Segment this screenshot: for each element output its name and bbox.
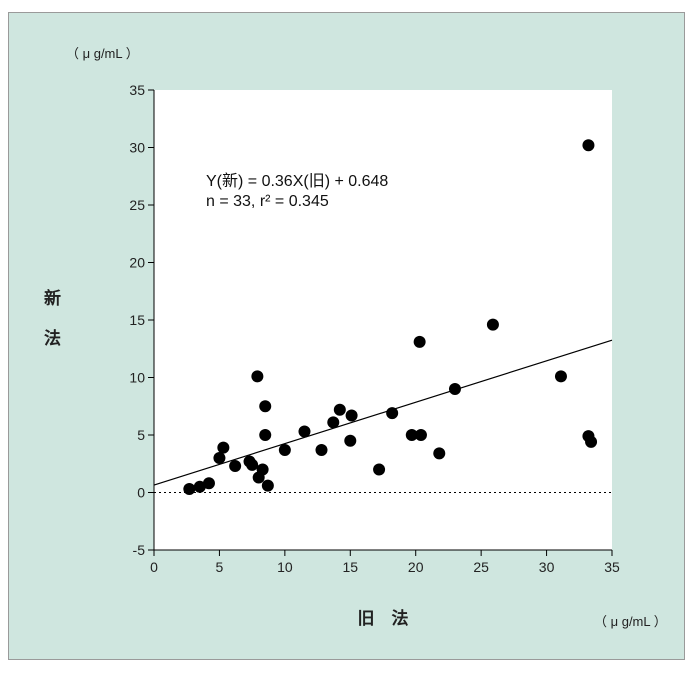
data-point xyxy=(278,443,291,456)
x-axis-title: 旧 法 xyxy=(358,608,409,629)
x-unit-label: （ μ g/mL ） xyxy=(594,614,667,629)
data-point xyxy=(327,416,340,429)
x-tick-label: 15 xyxy=(342,559,358,575)
data-point xyxy=(344,434,357,447)
y-tick-label: 20 xyxy=(129,255,145,271)
data-point xyxy=(298,425,311,438)
data-point xyxy=(315,443,328,456)
data-point xyxy=(229,460,242,473)
x-tick-label: 0 xyxy=(150,559,158,575)
data-point xyxy=(373,463,386,476)
y-axis-title-char-1: 新 xyxy=(44,288,61,309)
data-point xyxy=(246,458,259,471)
y-tick-label: 15 xyxy=(129,312,145,328)
y-axis-title-char-2: 法 xyxy=(44,328,61,349)
x-tick-label: 20 xyxy=(408,559,424,575)
data-point xyxy=(261,479,274,492)
data-point xyxy=(193,480,206,493)
y-tick-label: 30 xyxy=(129,140,145,156)
regression-line xyxy=(153,339,613,486)
y-tick-label: -5 xyxy=(133,542,146,558)
x-tick-label: 25 xyxy=(473,559,489,575)
y-tick-label: 35 xyxy=(129,82,145,98)
regression-equation: Y(新) = 0.36X(旧) + 0.648 xyxy=(206,172,388,190)
x-tick-label: 5 xyxy=(216,559,224,575)
data-point xyxy=(414,429,427,441)
data-point xyxy=(183,483,196,496)
data-point xyxy=(213,452,226,464)
data-point xyxy=(256,463,269,476)
data-point xyxy=(251,370,264,383)
x-tick-label: 35 xyxy=(604,559,620,575)
data-point xyxy=(448,383,461,395)
data-point xyxy=(333,403,346,416)
x-tick-label: 10 xyxy=(277,559,293,575)
y-tick-label: 5 xyxy=(137,427,145,443)
data-point xyxy=(582,139,595,152)
data-point xyxy=(259,429,272,441)
data-point xyxy=(202,477,215,490)
x-tick-label: 30 xyxy=(539,559,555,575)
data-point xyxy=(433,447,446,460)
data-point xyxy=(554,370,567,383)
data-point xyxy=(585,435,598,448)
data-point xyxy=(259,400,272,413)
y-tick-label: 0 xyxy=(137,485,145,501)
regression-line-path xyxy=(153,339,613,486)
regression-stats: n = 33, r² = 0.345 xyxy=(206,193,329,210)
y-tick-label: 25 xyxy=(129,197,145,213)
plot-area xyxy=(154,90,612,550)
data-point xyxy=(405,429,418,441)
data-points xyxy=(183,139,598,496)
y-tick-label: 10 xyxy=(129,370,145,386)
data-point xyxy=(486,318,499,331)
data-point xyxy=(413,335,426,348)
data-point xyxy=(345,409,358,422)
data-point xyxy=(217,441,230,454)
y-unit-label: （ μ g/mL ） xyxy=(66,46,139,61)
data-point xyxy=(386,407,399,420)
